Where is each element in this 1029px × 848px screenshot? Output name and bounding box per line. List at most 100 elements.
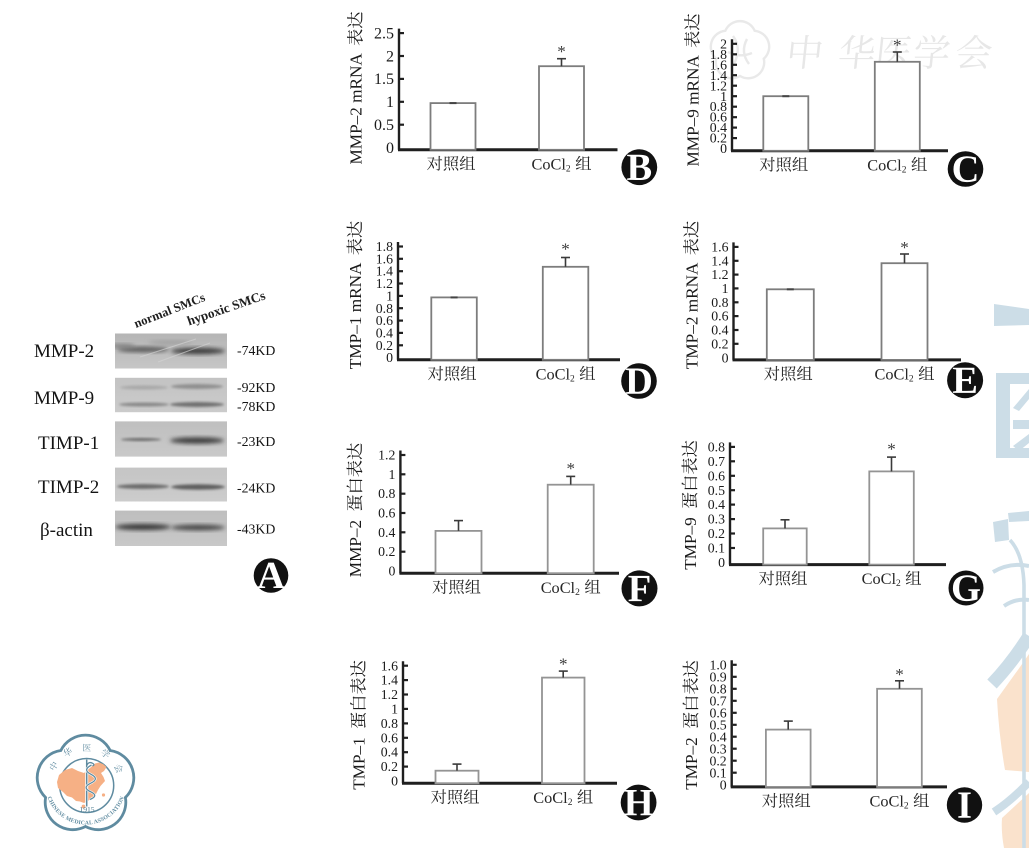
svg-text:TMP–1 mRNA: TMP–1 mRNA	[346, 262, 365, 369]
svg-text:0.6: 0.6	[708, 468, 725, 483]
svg-text:0.8: 0.8	[710, 99, 727, 114]
svg-text:1915: 1915	[79, 805, 94, 814]
svg-text:1: 1	[386, 94, 394, 111]
svg-text:MMP–2 mRNA: MMP–2 mRNA	[347, 53, 366, 165]
svg-text:0.1: 0.1	[709, 765, 726, 780]
svg-text:2: 2	[896, 579, 901, 589]
svg-text:1.2: 1.2	[376, 276, 393, 291]
svg-text:*: *	[887, 440, 896, 459]
svg-text:1.6: 1.6	[711, 240, 728, 255]
svg-text:1: 1	[391, 702, 398, 717]
svg-text:1.5: 1.5	[374, 71, 394, 88]
svg-text:2: 2	[386, 48, 394, 65]
svg-text:0.4: 0.4	[376, 326, 393, 341]
svg-text:1.8: 1.8	[376, 239, 393, 254]
svg-text:CoCl: CoCl	[536, 364, 571, 383]
svg-text:0.6: 0.6	[381, 730, 398, 745]
svg-text:CoCl: CoCl	[875, 365, 910, 384]
svg-text:0: 0	[720, 777, 727, 792]
svg-text:0.2: 0.2	[708, 526, 725, 541]
svg-text:1.2: 1.2	[381, 687, 398, 702]
svg-text:0.8: 0.8	[378, 486, 395, 501]
svg-text:1.8: 1.8	[710, 47, 727, 62]
svg-text:2: 2	[720, 36, 727, 51]
svg-text:0.6: 0.6	[709, 705, 726, 720]
svg-text:TIMP-2: TIMP-2	[38, 477, 99, 498]
svg-text:MMP–2: MMP–2	[346, 520, 365, 577]
svg-text:TMP–9: TMP–9	[681, 517, 700, 570]
svg-text:0.4: 0.4	[378, 525, 395, 540]
svg-text:MMP-2: MMP-2	[34, 341, 94, 362]
svg-text:0.8: 0.8	[711, 295, 728, 310]
svg-text:1.2: 1.2	[710, 78, 727, 93]
svg-text:-24KD: -24KD	[237, 481, 275, 496]
svg-text:*: *	[561, 240, 570, 259]
svg-text:0.7: 0.7	[709, 693, 726, 708]
svg-text:TMP–1: TMP–1	[350, 737, 369, 790]
svg-text:0.8: 0.8	[381, 716, 398, 731]
svg-text:0.4: 0.4	[710, 120, 727, 135]
svg-text:0: 0	[388, 564, 395, 579]
svg-text:*: *	[559, 655, 568, 674]
svg-text:0: 0	[386, 140, 394, 157]
svg-text:0.8: 0.8	[708, 440, 725, 455]
svg-text:β-actin: β-actin	[40, 520, 93, 541]
svg-text:CoCl: CoCl	[532, 154, 567, 173]
svg-text:*: *	[900, 238, 909, 257]
svg-text:-78KD: -78KD	[237, 399, 275, 414]
svg-text:0.2: 0.2	[378, 544, 395, 559]
svg-text:1: 1	[720, 89, 727, 104]
svg-text:1.2: 1.2	[711, 267, 728, 282]
svg-text:1: 1	[386, 288, 393, 303]
svg-text:0.6: 0.6	[711, 309, 728, 324]
svg-text:0.2: 0.2	[381, 759, 398, 774]
svg-text:1.6: 1.6	[381, 658, 398, 673]
svg-text:*: *	[895, 665, 904, 684]
svg-text:1.0: 1.0	[709, 657, 726, 672]
svg-text:CoCl: CoCl	[862, 569, 897, 588]
svg-text:-92KD: -92KD	[237, 380, 275, 395]
svg-text:0.9: 0.9	[709, 669, 726, 684]
svg-text:CoCl: CoCl	[541, 578, 576, 597]
svg-text:0.6: 0.6	[710, 110, 727, 125]
svg-text:0.4: 0.4	[381, 745, 398, 760]
svg-text:0: 0	[718, 555, 725, 570]
svg-text:2.5: 2.5	[374, 25, 394, 42]
svg-text:TMP–2: TMP–2	[682, 737, 701, 790]
svg-text:TIMP-1: TIMP-1	[38, 433, 99, 454]
svg-text:-23KD: -23KD	[237, 434, 275, 449]
svg-text:0.7: 0.7	[708, 454, 725, 469]
svg-text:0.8: 0.8	[709, 681, 726, 696]
svg-text:1.2: 1.2	[378, 448, 395, 463]
svg-text:0.3: 0.3	[709, 741, 726, 756]
svg-text:0.5: 0.5	[374, 117, 394, 134]
svg-text:0.4: 0.4	[711, 323, 728, 338]
svg-text:0: 0	[391, 774, 398, 789]
svg-text:0.1: 0.1	[708, 541, 725, 556]
svg-text:0.2: 0.2	[709, 753, 726, 768]
svg-text:2: 2	[570, 374, 575, 384]
svg-text:-43KD: -43KD	[237, 522, 275, 537]
svg-text:TMP–2 mRNA: TMP–2 mRNA	[683, 262, 702, 369]
svg-text:*: *	[893, 35, 902, 54]
svg-text:1: 1	[388, 467, 395, 482]
svg-text:2: 2	[904, 802, 909, 812]
svg-text:0.3: 0.3	[708, 512, 725, 527]
svg-text:CoCl: CoCl	[870, 792, 905, 811]
svg-text:0.6: 0.6	[378, 506, 395, 521]
svg-text:2: 2	[909, 375, 914, 385]
svg-text:1.4: 1.4	[381, 673, 398, 688]
svg-text:CoCl: CoCl	[867, 155, 902, 174]
svg-text:0.2: 0.2	[376, 338, 393, 353]
svg-text:2: 2	[566, 164, 571, 174]
svg-text:*: *	[566, 459, 575, 478]
svg-text:0.5: 0.5	[708, 483, 725, 498]
svg-text:0.8: 0.8	[376, 301, 393, 316]
svg-text:1.6: 1.6	[710, 57, 727, 72]
svg-text:2: 2	[902, 165, 907, 175]
svg-text:1.4: 1.4	[711, 253, 728, 268]
svg-text:0: 0	[720, 141, 727, 156]
svg-text:0.6: 0.6	[376, 313, 393, 328]
svg-text:MMP–9 mRNA: MMP–9 mRNA	[684, 55, 703, 167]
svg-text:1: 1	[722, 281, 729, 296]
